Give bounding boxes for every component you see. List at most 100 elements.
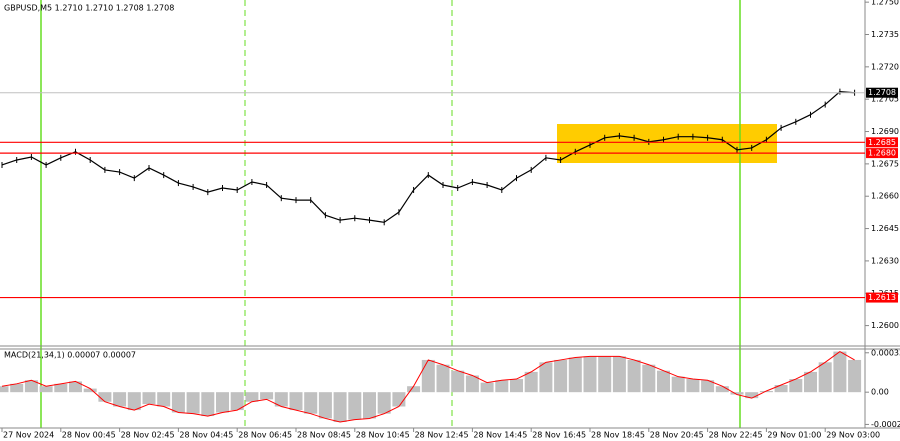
macd-bar (759, 390, 773, 393)
y-tick-label: 1.2720 (871, 62, 899, 71)
macd-bar (833, 351, 847, 393)
macd-bar (818, 362, 832, 393)
level-label-box (866, 137, 898, 148)
x-tick-label: 28 Nov 08:45 (297, 431, 351, 440)
macd-bar (789, 379, 803, 393)
macd-bar (201, 392, 215, 417)
macd-bar (245, 392, 259, 402)
x-tick-label: 28 Nov 14:45 (473, 431, 527, 440)
macd-bar (98, 392, 112, 402)
macd-bar (230, 392, 244, 411)
macd-bar (495, 380, 509, 393)
macd-bar (186, 392, 200, 414)
macd-bar (377, 392, 391, 414)
macd-bar (657, 370, 670, 393)
macd-bar (392, 392, 406, 407)
macd-bar (348, 392, 362, 420)
x-tick-label: 29 Nov 01:00 (767, 431, 821, 440)
level-label-box (866, 148, 898, 159)
macd-bar (436, 364, 450, 393)
macd-bar (642, 364, 656, 393)
macd-bar (171, 392, 185, 413)
macd-bar (480, 382, 494, 393)
macd-bar (524, 371, 538, 393)
macd-bar (10, 383, 24, 393)
macd-bar (83, 388, 97, 393)
macd-bar (568, 357, 582, 393)
y-tick-label: 1.2750 (871, 0, 899, 7)
y-tick-label: 0.00 (871, 388, 889, 397)
macd-bar (318, 392, 332, 419)
macd-bar (451, 370, 465, 393)
macd-bar (333, 392, 347, 423)
x-tick-label: 29 Nov 03:00 (826, 431, 880, 440)
macd-bar (157, 392, 171, 407)
macd-bar (745, 392, 759, 399)
macd-bar (774, 385, 788, 393)
x-tick-label: 28 Nov 06:45 (238, 431, 292, 440)
y-tick-label: 1.2735 (871, 30, 899, 39)
macd-bar (260, 392, 274, 400)
macd-title: MACD(21,34,1) 0.00007 0.00007 (4, 351, 136, 360)
y-tick-label: 0.00033 (871, 348, 900, 357)
level-label-box (866, 292, 898, 303)
x-tick-label: 28 Nov 16:45 (532, 431, 586, 440)
y-tick-label: 1.2690 (871, 127, 899, 136)
macd-bar (848, 359, 862, 393)
macd-bar (69, 381, 82, 393)
macd-bar (804, 371, 817, 393)
macd-bar (539, 362, 553, 393)
y-tick-label: -0.00027 (871, 420, 900, 429)
macd-bar (142, 392, 156, 405)
y-tick-label: 1.2630 (871, 256, 899, 265)
macd-bar (730, 392, 744, 395)
y-tick-label: 1.2705 (871, 95, 899, 104)
macd-bar (598, 356, 612, 393)
x-tick-label: 28 Nov 04:45 (179, 431, 233, 440)
macd-bar (24, 380, 38, 393)
macd-bar (465, 375, 479, 393)
macd-bar (686, 379, 700, 393)
x-tick-label: 28 Nov 18:45 (591, 431, 645, 440)
macd-bar (627, 359, 641, 393)
macd-bar (54, 383, 68, 393)
x-tick-label: 27 Nov 2024 (3, 431, 54, 440)
level-label: 1.2680 (868, 149, 896, 158)
x-tick-label: 28 Nov 20:45 (650, 431, 704, 440)
macd-bar (612, 356, 626, 393)
macd-bar (554, 359, 568, 393)
macd-bar (671, 376, 685, 393)
macd-bar (304, 392, 318, 414)
macd-bar (0, 386, 9, 393)
macd-bar (701, 380, 715, 393)
macd-bar (39, 386, 53, 393)
y-tick-label: 1.2660 (871, 192, 899, 201)
macd-bar (510, 379, 523, 393)
y-tick-label: 1.2645 (871, 224, 899, 233)
x-tick-label: 28 Nov 10:45 (356, 431, 410, 440)
level-label: 1.2613 (868, 293, 896, 302)
chart-title: GBPUSD,M5 1.2710 1.2710 1.2708 1.2708 (4, 4, 174, 13)
macd-bar (363, 392, 376, 419)
macd-bar (289, 392, 303, 411)
current-price-box (866, 87, 898, 98)
y-tick-label: 1.2675 (871, 159, 899, 168)
macd-bar (583, 356, 597, 393)
x-tick-label: 28 Nov 02:45 (121, 431, 175, 440)
y-tick-label: 1.2600 (871, 321, 899, 330)
level-label: 1.2685 (868, 138, 896, 147)
macd-bar (216, 392, 229, 413)
x-tick-label: 28 Nov 12:45 (415, 431, 469, 440)
macd-bar (274, 392, 288, 407)
x-tick-label: 28 Nov 00:45 (62, 431, 116, 440)
signal-line (1, 350, 855, 423)
macd-bar (113, 392, 127, 407)
macd-bar (421, 359, 435, 393)
macd-bar (127, 392, 141, 411)
x-tick-label: 28 Nov 22:45 (709, 431, 763, 440)
macd-bar (715, 386, 729, 393)
macd-bar (407, 386, 421, 393)
current-price-label: 1.2708 (868, 88, 896, 97)
